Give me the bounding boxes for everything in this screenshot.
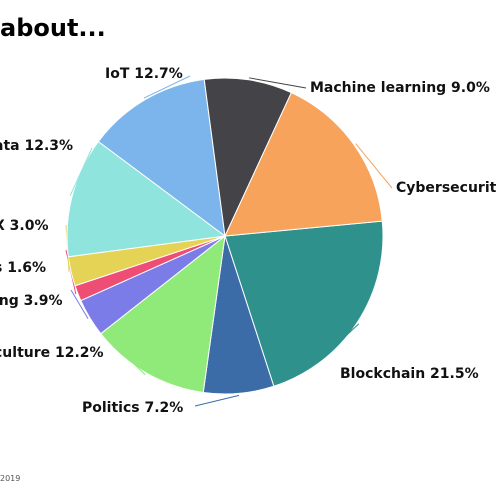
chart-title: about...	[0, 14, 106, 42]
pie-label-8: Machine learning 9.0%	[310, 80, 490, 96]
pie-connector-2	[111, 342, 146, 376]
pie-slice-9	[224, 91, 383, 237]
pie-slice-8	[203, 77, 293, 238]
pie-label-0: Blockchain 21.5%	[340, 366, 479, 382]
pie-connector-7	[143, 75, 191, 99]
pie-connector-3	[70, 289, 89, 319]
pie-label-5: X 3.0%	[0, 218, 49, 234]
pie-label-7: IoT 12.7%	[105, 66, 183, 82]
pie-label-4: s 1.6%	[0, 260, 46, 276]
pie-slice-6	[66, 140, 227, 258]
pie-label-3: ing 3.9%	[0, 293, 63, 309]
pie-label-9: Cybersecurit	[396, 180, 497, 196]
pie-slice-2	[100, 234, 226, 394]
pie-label-6: ata 12.3%	[0, 138, 73, 154]
pie-connector-1	[194, 394, 240, 407]
pie-slice-7	[97, 78, 226, 238]
pie-connector-6	[69, 147, 93, 196]
pie-connector-9	[355, 143, 393, 189]
pie-connector-0	[317, 323, 360, 363]
pie-label-2: culture 12.2%	[0, 345, 104, 361]
pie-label-1: Politics 7.2%	[82, 400, 183, 416]
pie-slice-0	[224, 220, 384, 387]
footer-text: 2019	[0, 474, 21, 483]
pie-connector-8	[248, 77, 307, 89]
